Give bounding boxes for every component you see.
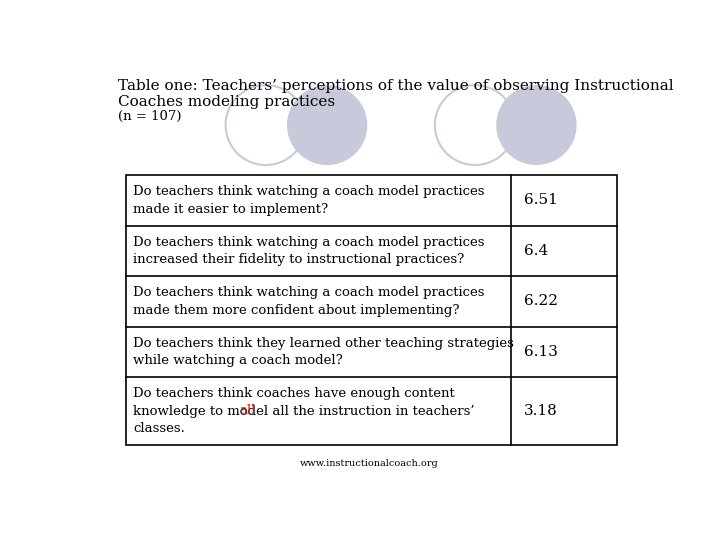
Text: Do teachers think they learned other teaching strategies
while watching a coach : Do teachers think they learned other tea…	[133, 336, 514, 367]
Text: Do teachers think watching a coach model practices
made it easier to implement?: Do teachers think watching a coach model…	[133, 185, 485, 215]
Text: Do teachers think watching a coach model practices
made them more confident abou: Do teachers think watching a coach model…	[133, 286, 485, 316]
Text: Table one: Teachers’ perceptions of the value of observing Instructional: Table one: Teachers’ perceptions of the …	[118, 79, 673, 93]
Bar	[126, 175, 617, 446]
Text: 6.4: 6.4	[523, 244, 548, 258]
Text: 6.51: 6.51	[523, 193, 557, 207]
Text: all: all	[240, 404, 256, 417]
Text: Do teachers think coaches have enough content
knowledge to model all the instruc: Do teachers think coaches have enough co…	[133, 387, 474, 435]
Text: Do teachers think watching a coach model practices
increased their fidelity to i: Do teachers think watching a coach model…	[133, 235, 485, 266]
Text: 6.13: 6.13	[523, 345, 557, 359]
Ellipse shape	[496, 85, 577, 165]
Text: (n = 107): (n = 107)	[118, 110, 181, 123]
Ellipse shape	[287, 85, 367, 165]
Text: 3.18: 3.18	[523, 404, 557, 418]
Text: 6.22: 6.22	[523, 294, 557, 308]
Text: Coaches modeling practices: Coaches modeling practices	[118, 94, 335, 109]
Text: www.instructionalcoach.org: www.instructionalcoach.org	[300, 458, 438, 468]
